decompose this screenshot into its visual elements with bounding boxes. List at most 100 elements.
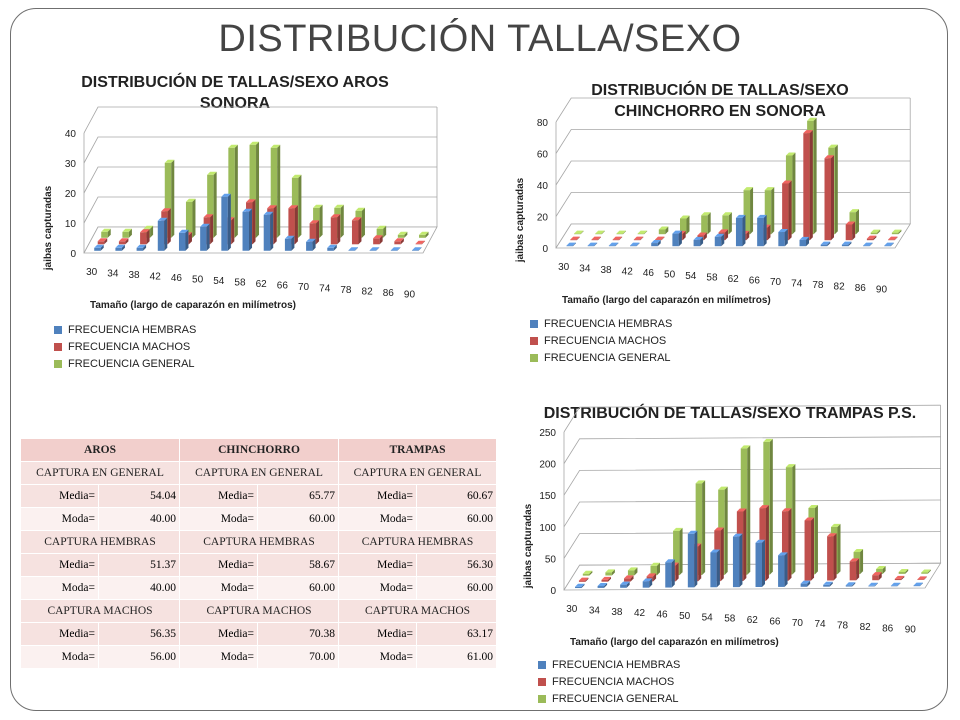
- y-tick-label: 60: [537, 150, 549, 161]
- bar: [616, 230, 626, 235]
- bar: [823, 581, 833, 587]
- stats-table: AROS CHINCHORRO TRAMPAS CAPTURA EN GENERAL C…: [19, 438, 498, 669]
- legend-swatch: [538, 660, 546, 669]
- bar: [397, 231, 408, 238]
- x-tick-label: 30: [566, 604, 578, 615]
- table-row: Moda= 56.00 Moda= 70.00 Moda= 61.00: [20, 645, 498, 669]
- legend-swatch: [54, 359, 62, 368]
- x-tick-label: 38: [128, 270, 140, 281]
- bar: [140, 229, 150, 245]
- x-tick-label: 90: [404, 290, 416, 301]
- bar: [637, 230, 648, 235]
- y-tick-label: 30: [65, 159, 77, 170]
- bar: [655, 236, 665, 241]
- bar: [263, 211, 274, 251]
- y-axis-title: jaibas capturadas: [523, 503, 534, 589]
- bar: [288, 205, 298, 245]
- x-tick-label: 34: [589, 605, 601, 616]
- bar: [866, 235, 877, 241]
- y-tick-label: 20: [65, 189, 77, 200]
- table-cell: CAPTURA HEMBRAS: [19, 530, 181, 554]
- bar: [757, 214, 767, 247]
- table-cell: 70.00: [257, 645, 340, 669]
- y-tick-label: 40: [65, 129, 77, 140]
- bar: [824, 155, 835, 241]
- table-cell: Media=: [179, 553, 259, 577]
- bar: [419, 231, 429, 238]
- bar: [913, 582, 923, 587]
- x-tick-label: 82: [834, 282, 846, 293]
- legend-item: FRECUENCIA HEMBRAS: [530, 315, 672, 332]
- bar: [651, 240, 661, 247]
- legend-swatch: [530, 353, 538, 362]
- chart-trampas: 0 50 100 150 200 250 30 34 38 42 46 50 54 58 62 66 70 74 7…: [523, 404, 942, 648]
- table-cell: Media=: [338, 553, 418, 577]
- bar: [390, 247, 401, 251]
- table-cell: 56.30: [416, 553, 498, 577]
- gridline: [563, 499, 941, 528]
- bar: [94, 244, 104, 251]
- x-tick-label: 62: [728, 274, 740, 285]
- x-tick-label: 54: [702, 612, 714, 623]
- y-tick-label: 50: [545, 554, 557, 565]
- x-tick-label: 42: [622, 267, 634, 278]
- y-tick-label: 150: [539, 491, 556, 502]
- bar: [627, 567, 638, 576]
- x-tick-label: 38: [600, 265, 612, 276]
- bar: [917, 576, 927, 580]
- table-cell: 40.00: [97, 507, 181, 531]
- legend-item: FRECUENCIA HEMBRAS: [54, 321, 196, 338]
- x-tick-label: 86: [855, 283, 867, 294]
- bar: [221, 193, 231, 251]
- bar: [601, 576, 611, 582]
- bar: [863, 242, 873, 247]
- bar: [658, 226, 669, 235]
- legend-chinchorro: FRECUENCIA HEMBRAS FRECUENCIA MACHOS FRECU…: [530, 315, 672, 366]
- bar: [608, 242, 619, 247]
- y-tick-label: 40: [537, 181, 549, 192]
- chart-title-chinchorro: DISTRIBUCIÓN DE TALLAS/SEXO CHINCHORRO E…: [591, 82, 849, 120]
- x-tick-label: 50: [664, 270, 676, 281]
- gridline: [83, 136, 437, 164]
- bar: [650, 562, 661, 576]
- bar: [348, 247, 358, 251]
- bar: [306, 238, 316, 251]
- table-cell: AROS: [19, 438, 181, 462]
- bar: [755, 539, 766, 588]
- bar: [185, 198, 196, 238]
- bar: [136, 244, 147, 251]
- bar: [665, 559, 675, 588]
- bar: [394, 238, 404, 245]
- legend-item: FRECUENCIA MACHOS: [530, 332, 672, 349]
- bar: [597, 583, 608, 588]
- x-tick-label: 66: [749, 276, 761, 287]
- bar: [845, 582, 856, 587]
- gridline: [83, 106, 437, 134]
- table-row: Moda= 40.00 Moda= 60.00 Moda= 60.00: [20, 507, 498, 531]
- x-tick-label: 78: [812, 280, 824, 291]
- table-cell: Media=: [20, 484, 99, 508]
- bar: [778, 552, 788, 587]
- x-tick-label: 38: [611, 607, 623, 618]
- bar: [782, 180, 792, 241]
- legend-swatch: [530, 319, 538, 328]
- bar: [778, 229, 788, 247]
- bar: [679, 215, 690, 235]
- gridline: [83, 196, 437, 224]
- bar: [898, 568, 909, 574]
- bar: [884, 242, 894, 247]
- table-cell: CAPTURA MACHOS: [19, 599, 181, 623]
- x-tick-label: 42: [634, 608, 646, 619]
- table-cell: 54.04: [97, 484, 181, 508]
- bar: [701, 212, 711, 235]
- x-tick-label: 30: [86, 267, 98, 278]
- x-tick-label: 58: [234, 278, 246, 289]
- legend-swatch: [538, 694, 546, 703]
- x-tick-label: 82: [362, 287, 374, 298]
- bar: [868, 582, 878, 587]
- table-row: Media= 54.04 Media= 65.77 Media= 60.67: [20, 484, 498, 508]
- table-cell: Moda=: [338, 507, 418, 531]
- x-tick-label: 34: [579, 264, 591, 275]
- bar: [849, 558, 860, 581]
- legend-label: FRECUENCIA HEMBRAS: [544, 317, 673, 330]
